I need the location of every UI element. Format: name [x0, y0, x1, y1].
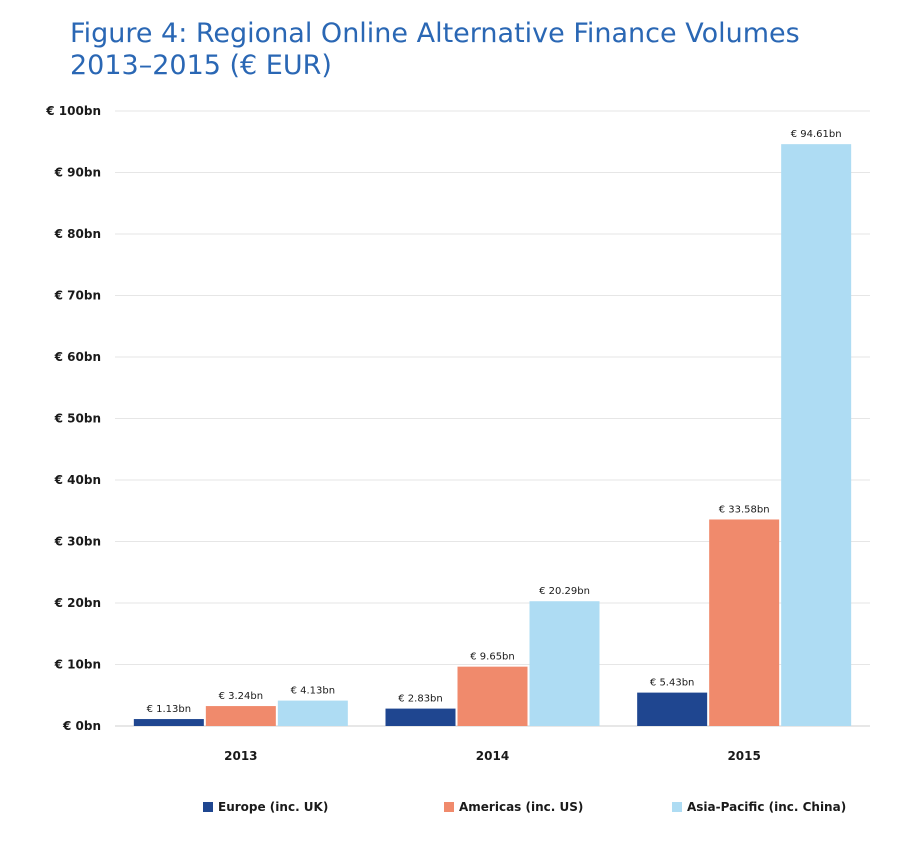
y-tick-label: € 60bn	[54, 350, 101, 364]
data-label: € 4.13bn	[291, 686, 336, 697]
x-tick-label: 2013	[224, 749, 257, 763]
y-tick-label: € 30bn	[54, 535, 101, 549]
data-label: € 5.43bn	[650, 678, 695, 689]
y-tick-label: € 10bn	[54, 658, 101, 672]
bar	[385, 708, 456, 726]
y-tick-label: € 80bn	[54, 227, 101, 241]
chart-title: Figure 4: Regional Online Alternative Fi…	[70, 18, 800, 82]
bar	[457, 666, 528, 726]
data-label: € 1.13bn	[147, 704, 192, 715]
bar	[529, 601, 600, 726]
legend-label-europe: Europe (inc. UK)	[218, 800, 329, 814]
bar	[277, 700, 348, 726]
y-tick-label: € 70bn	[54, 289, 101, 303]
legend-swatch-europe	[203, 802, 213, 812]
y-tick-label: € 40bn	[54, 473, 101, 487]
bar	[133, 719, 204, 726]
y-tick-label: € 0bn	[62, 719, 101, 733]
y-tick-label: € 20bn	[54, 596, 101, 610]
legend-item-europe: Europe (inc. UK)	[203, 800, 328, 814]
legend-label-americas: Americas (inc. US)	[459, 800, 584, 814]
x-tick-label: 2015	[727, 749, 760, 763]
legend-item-americas: Americas (inc. US)	[444, 800, 583, 814]
data-label: € 94.61bn	[791, 129, 842, 140]
data-label: € 3.24bn	[219, 691, 264, 702]
bar	[205, 706, 276, 726]
chart-title-line-2: 2013–2015 (€ EUR)	[70, 50, 332, 81]
bar	[781, 144, 852, 726]
legend-label-asia-pacific: Asia-Pacific (inc. China)	[687, 800, 847, 814]
legend: Europe (inc. UK) Americas (inc. US) Asia…	[0, 800, 910, 820]
legend-swatch-americas	[444, 802, 454, 812]
bar-chart: € 0bn € 10bn € 20bn € 30bn € 40bn € 50bn € 60b…	[45, 104, 870, 763]
y-tick-label: € 100bn	[45, 104, 101, 118]
x-tick-label: 2014	[476, 749, 509, 763]
chart-title-line-1: Figure 4: Regional Online Alternative Fi…	[70, 18, 800, 49]
bar	[709, 519, 780, 726]
data-label: € 33.58bn	[719, 504, 770, 515]
y-tick-label: € 50bn	[54, 412, 101, 426]
data-label: € 9.65bn	[470, 652, 515, 663]
y-tick-label: € 90bn	[54, 166, 101, 180]
data-label: € 2.83bn	[398, 694, 443, 705]
bar	[637, 692, 708, 726]
legend-swatch-asia-pacific	[672, 802, 682, 812]
data-label: € 20.29bn	[539, 586, 590, 597]
legend-item-asia-pacific: Asia-Pacific (inc. China)	[672, 800, 846, 814]
